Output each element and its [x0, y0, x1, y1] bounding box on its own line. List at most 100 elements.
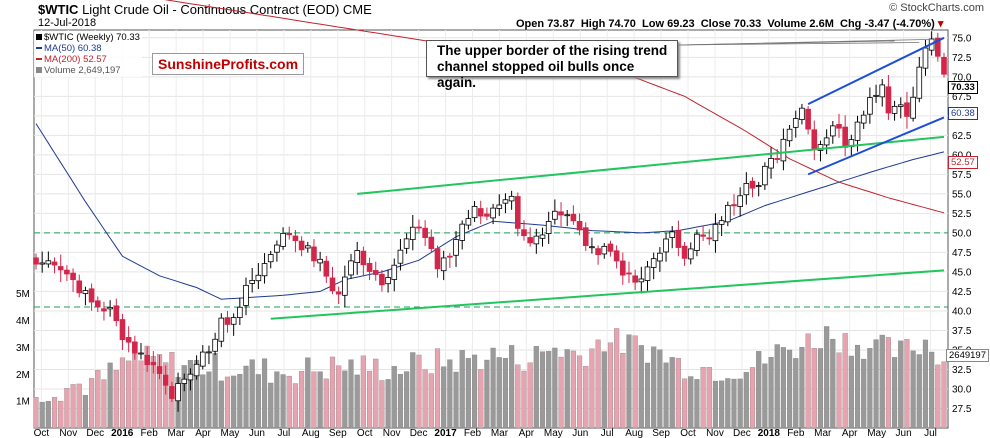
x-tick-label: Aug [302, 428, 320, 438]
volume-bar [533, 346, 539, 429]
volume-bar [317, 371, 323, 429]
chart-date: 12-Jul-2018 [38, 17, 97, 29]
candle-body [922, 47, 929, 69]
volume-bar [280, 374, 286, 429]
candle-body [267, 254, 274, 263]
candle-body [681, 245, 688, 259]
candle-body [836, 124, 842, 129]
candle-body [669, 231, 676, 238]
volume-bar [861, 358, 867, 429]
green-channel-lower [270, 269, 945, 320]
volume-bar [762, 363, 768, 429]
volume-bar [774, 344, 780, 429]
y-tick-label: 52.5 [952, 209, 972, 220]
candle-body [138, 352, 144, 355]
candle-body [805, 108, 811, 130]
volume-bar [51, 397, 58, 429]
volume-bar [89, 378, 95, 429]
legend-series: $WTIC (Weekly) 70.33 [44, 32, 140, 43]
candle-body [342, 276, 348, 296]
candle-body [799, 107, 805, 120]
candle-body [70, 272, 76, 281]
candle-body [298, 240, 305, 251]
volume-bar [434, 348, 441, 429]
candle-body [508, 195, 515, 202]
volume-bar [397, 374, 403, 429]
candle-body [175, 383, 181, 402]
candle-body [712, 223, 719, 242]
x-tick-label: May [544, 428, 563, 438]
ma200-tag: 52.57 [948, 156, 978, 169]
volume-bar [515, 364, 521, 429]
volume-bar [892, 357, 898, 429]
candle-body [193, 363, 200, 377]
candle-body [663, 238, 669, 253]
x-tick-label: Dec [410, 428, 428, 438]
close-tag: 70.33 [948, 81, 978, 94]
volume-bar [286, 375, 292, 429]
volume-bar [459, 350, 465, 429]
candle-body [830, 125, 836, 137]
volume-bar [261, 358, 268, 429]
candle-body [249, 280, 255, 284]
volume-bar [268, 382, 274, 429]
candle-body [601, 245, 608, 255]
volume-bar [496, 357, 502, 429]
x-tick-label: Nov [706, 428, 724, 438]
volume-bar [107, 362, 113, 429]
x-tick-label: May [221, 428, 240, 438]
x-tick-label: Dec [733, 428, 751, 438]
volume-bar [502, 357, 509, 429]
candle-body [422, 227, 428, 238]
volume-bar [484, 359, 490, 429]
x-tick-label: Oct [34, 428, 50, 438]
x-tick-label: Jun [249, 428, 265, 438]
candle-body [132, 341, 138, 354]
volume-bar [95, 370, 101, 429]
x-tick-label: Mar [814, 428, 832, 438]
candle-body [786, 128, 793, 142]
candle-body [471, 206, 478, 219]
candle-body [440, 257, 447, 272]
low-value: 69.23 [667, 18, 695, 30]
volume-bar [163, 362, 169, 429]
candle-body [372, 270, 379, 275]
volume-tag: 2649197 [946, 349, 989, 362]
candle-body [916, 66, 923, 99]
x-tick-label: May [867, 428, 886, 438]
candle-body [33, 257, 39, 265]
candle-body [206, 351, 212, 354]
candle-body [199, 351, 206, 367]
volume-bar [410, 352, 416, 429]
volume-bar [305, 357, 311, 429]
candle-body [255, 274, 262, 282]
candle-body [224, 317, 231, 325]
candle-body [873, 94, 879, 97]
volume-bar [348, 359, 354, 429]
candle-body [391, 264, 398, 280]
volume-bar [663, 362, 669, 429]
y-tick-label: 50.0 [952, 228, 972, 239]
candle-body [113, 305, 120, 322]
volume-bar [787, 349, 793, 429]
candle-body [675, 229, 682, 248]
volume-bar [82, 395, 88, 429]
candle-body [261, 263, 268, 277]
volume-bar [780, 347, 786, 429]
candle-body [941, 56, 947, 75]
volume-bar [842, 333, 848, 429]
volume-bar [805, 333, 811, 429]
volume-bar [249, 359, 255, 429]
candle-body [162, 374, 169, 386]
callout-pointer [677, 38, 932, 46]
x-tick-label: 2016 [111, 428, 134, 438]
volume-bar [589, 348, 595, 429]
volume-bar [206, 371, 212, 429]
candle-body [323, 260, 330, 277]
volume-bar [620, 353, 626, 429]
candle-body [101, 308, 107, 312]
candle-body [230, 317, 237, 325]
candle-body [76, 280, 83, 294]
volume-bar [323, 378, 329, 429]
volume-bar [675, 358, 681, 429]
